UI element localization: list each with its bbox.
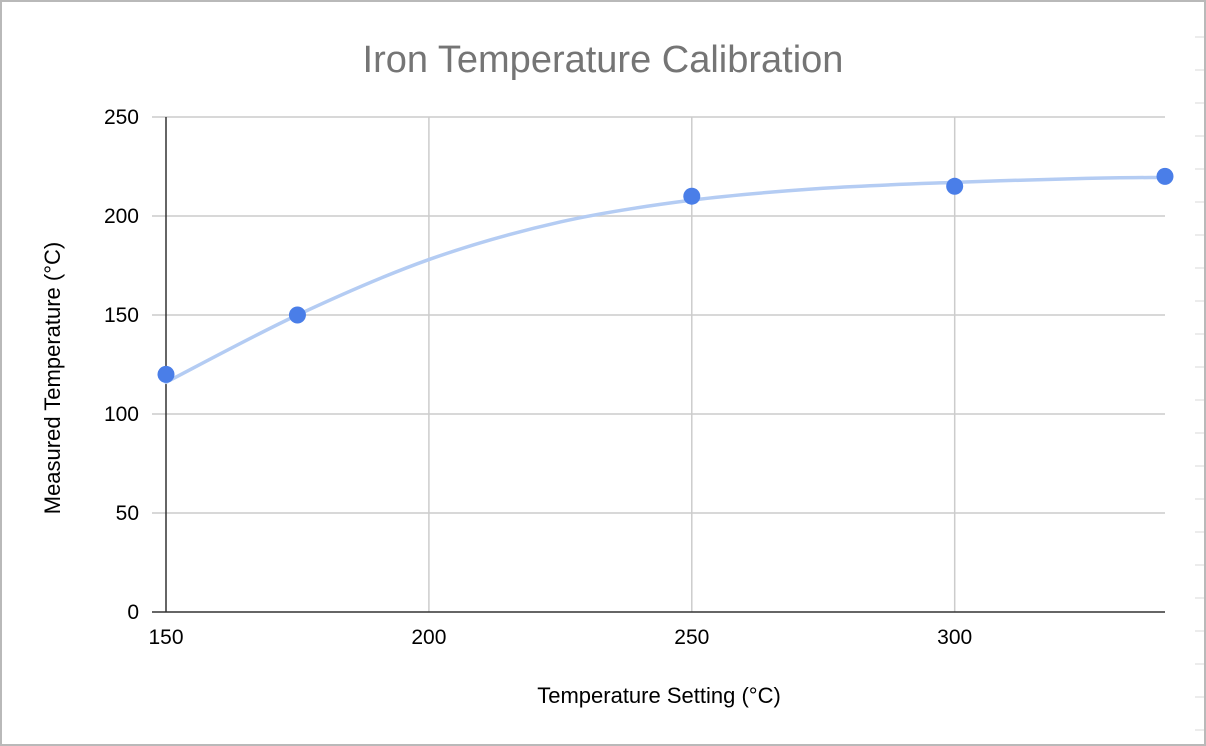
grid-layer bbox=[152, 116, 1165, 612]
x-tick-label-300: 300 bbox=[937, 626, 972, 649]
y-tick-label-0: 0 bbox=[127, 601, 139, 624]
x-tick-label-200: 200 bbox=[411, 626, 446, 649]
x-axis-title: Temperature Setting (°C) bbox=[537, 683, 781, 708]
x-tick-label-250: 250 bbox=[674, 626, 709, 649]
points-layer bbox=[157, 167, 1174, 383]
trendline-layer bbox=[164, 175, 1167, 385]
y-tick-label-50: 50 bbox=[116, 502, 139, 525]
edge-ticks bbox=[1195, 36, 1204, 731]
y-tick-label-200: 200 bbox=[104, 205, 139, 228]
y-tick-label-150: 150 bbox=[104, 304, 139, 327]
y-tick-label-100: 100 bbox=[104, 403, 139, 426]
data-point-150 bbox=[157, 365, 175, 383]
chart-title: Iron Temperature Calibration bbox=[363, 39, 844, 81]
axis-layer bbox=[152, 117, 1165, 613]
data-point-250 bbox=[683, 187, 701, 205]
x-tick-label-150: 150 bbox=[148, 626, 183, 649]
y-tick-label-250: 250 bbox=[104, 106, 139, 129]
data-point-300 bbox=[946, 177, 964, 195]
data-point-175 bbox=[288, 306, 306, 324]
labels-layer: 0 50 100 150 200 250 150 200 250 300 bbox=[104, 106, 972, 649]
trendline bbox=[164, 175, 1167, 385]
data-point-340 bbox=[1156, 167, 1174, 185]
y-axis-title: Measured Temperature (°C) bbox=[40, 242, 65, 515]
